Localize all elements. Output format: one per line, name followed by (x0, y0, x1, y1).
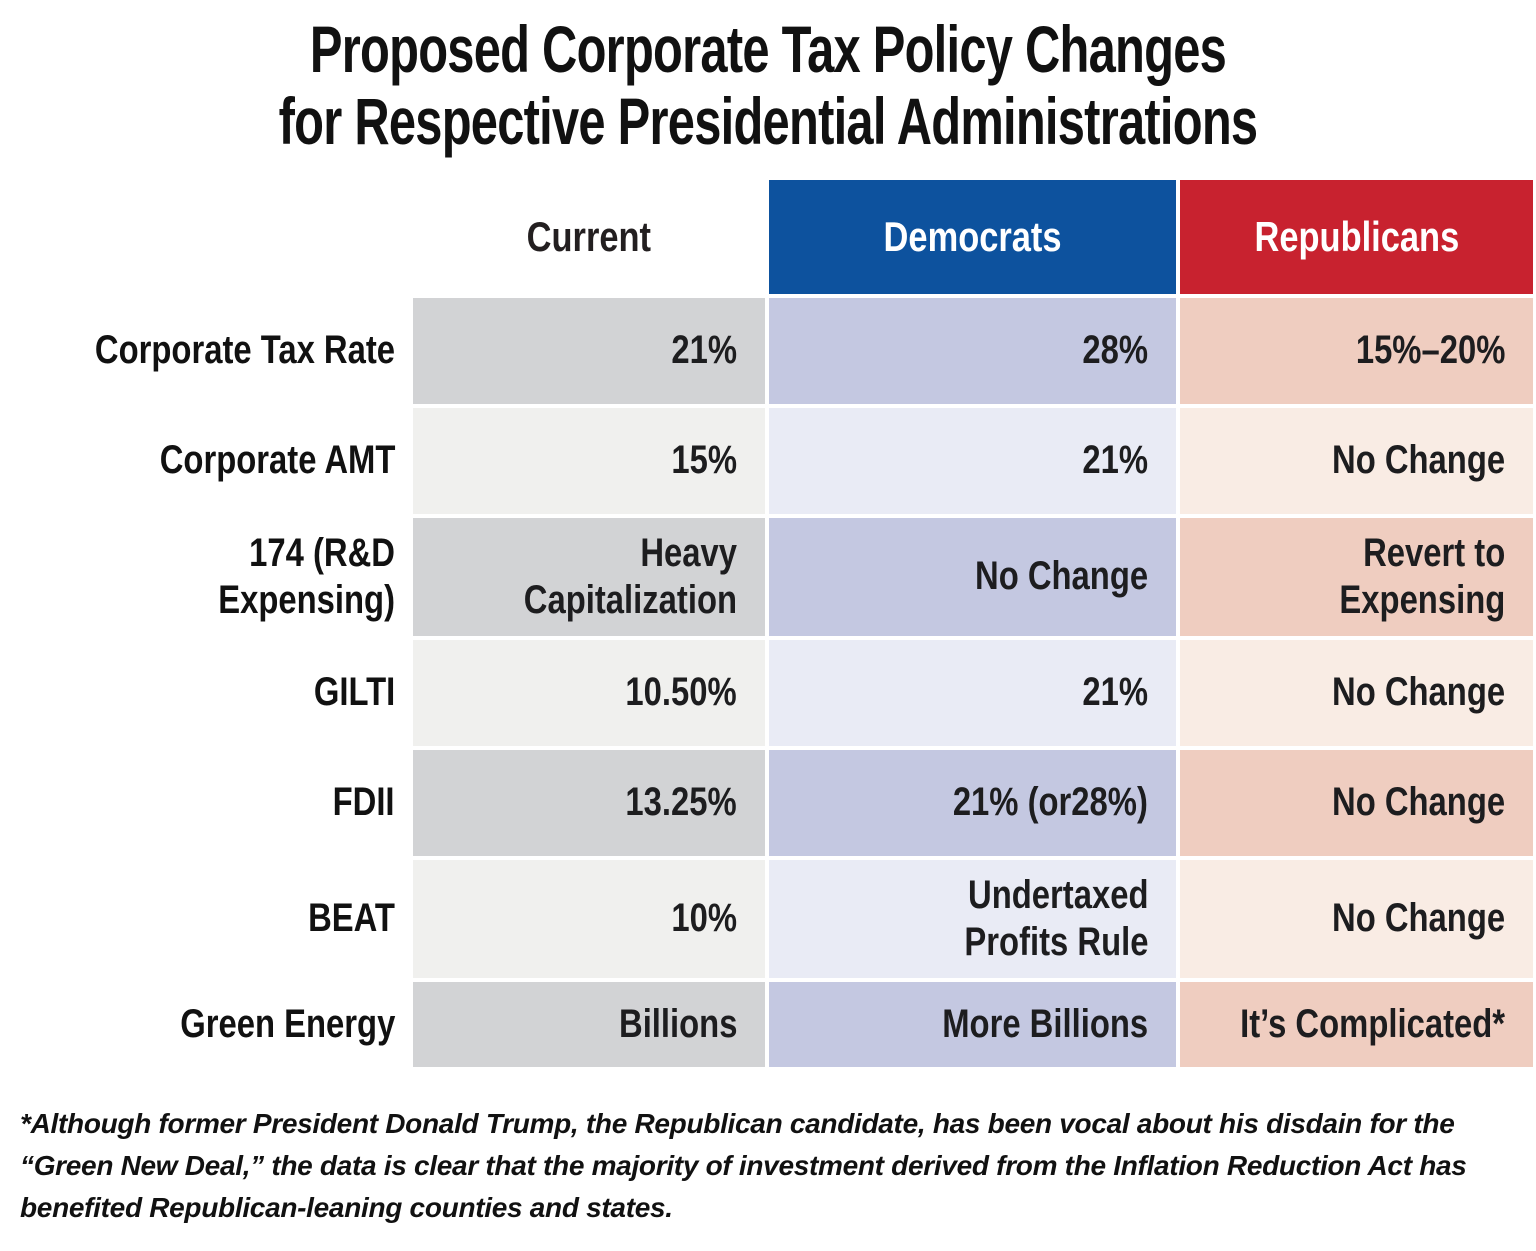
title-line-2: for Respective Presidential Administrati… (278, 83, 1258, 158)
cell-corporate-amt-democrats: 21% (769, 407, 1176, 514)
cell-corporate-tax-rate-current: 21% (413, 297, 765, 404)
footnote: *Although former President Donald Trump,… (20, 1107, 1467, 1223)
row-label-fdii: FDII (0, 749, 409, 856)
cell-fdii-current: 13.25% (413, 749, 765, 856)
chart-title: Proposed Corporate Tax Policy Changes fo… (0, 0, 1536, 158)
column-header-republicans: Republicans (1180, 179, 1533, 294)
row-label-beat: BEAT (0, 859, 409, 978)
cell-gilti-republicans: No Change (1180, 639, 1533, 746)
cell-beat-current: 10% (413, 859, 765, 978)
cell-gilti-current: 10.50% (413, 639, 765, 746)
column-header-republicans-label: Republicans (1254, 212, 1459, 260)
cell-beat-republicans: No Change (1180, 859, 1533, 978)
tax-policy-table: Current Democrats Republicans Corporate … (0, 179, 1536, 1067)
cell-beat-democrats: Undertaxed Profits Rule (769, 859, 1176, 978)
header-spacer (0, 180, 409, 294)
cell-corporate-amt-republicans: No Change (1180, 407, 1533, 514)
cell-174-republicans: Revert to Expensing (1180, 517, 1533, 636)
cell-corporate-amt-current: 15% (413, 407, 765, 514)
column-header-democrats: Democrats (769, 179, 1176, 294)
cell-green-energy-republicans: It’s Complicated* (1180, 981, 1533, 1067)
cell-green-energy-current: Billions (413, 981, 765, 1067)
title-line-1: Proposed Corporate Tax Policy Changes (309, 12, 1227, 86)
cell-fdii-republicans: No Change (1180, 749, 1533, 856)
cell-gilti-democrats: 21% (769, 639, 1176, 746)
cell-fdii-democrats: 21% (or28%) (769, 749, 1176, 856)
row-label-gilti: GILTI (0, 639, 409, 746)
row-label-corporate-amt: Corporate AMT (0, 407, 409, 514)
row-label-corporate-tax-rate: Corporate Tax Rate (0, 297, 409, 404)
cell-174-current: Heavy Capitalization (413, 517, 765, 636)
column-header-current-label: Current (526, 212, 652, 260)
row-label-green-energy: Green Energy (0, 981, 409, 1067)
column-header-democrats-label: Democrats (883, 212, 1062, 260)
cell-corporate-tax-rate-republicans: 15%–20% (1180, 297, 1533, 404)
row-label-174-rd-expensing: 174 (R&D Expensing) (0, 517, 409, 636)
cell-174-democrats: No Change (769, 517, 1176, 636)
cell-green-energy-democrats: More Billions (769, 981, 1176, 1067)
column-header-current: Current (413, 179, 765, 294)
cell-corporate-tax-rate-democrats: 28% (769, 297, 1176, 404)
